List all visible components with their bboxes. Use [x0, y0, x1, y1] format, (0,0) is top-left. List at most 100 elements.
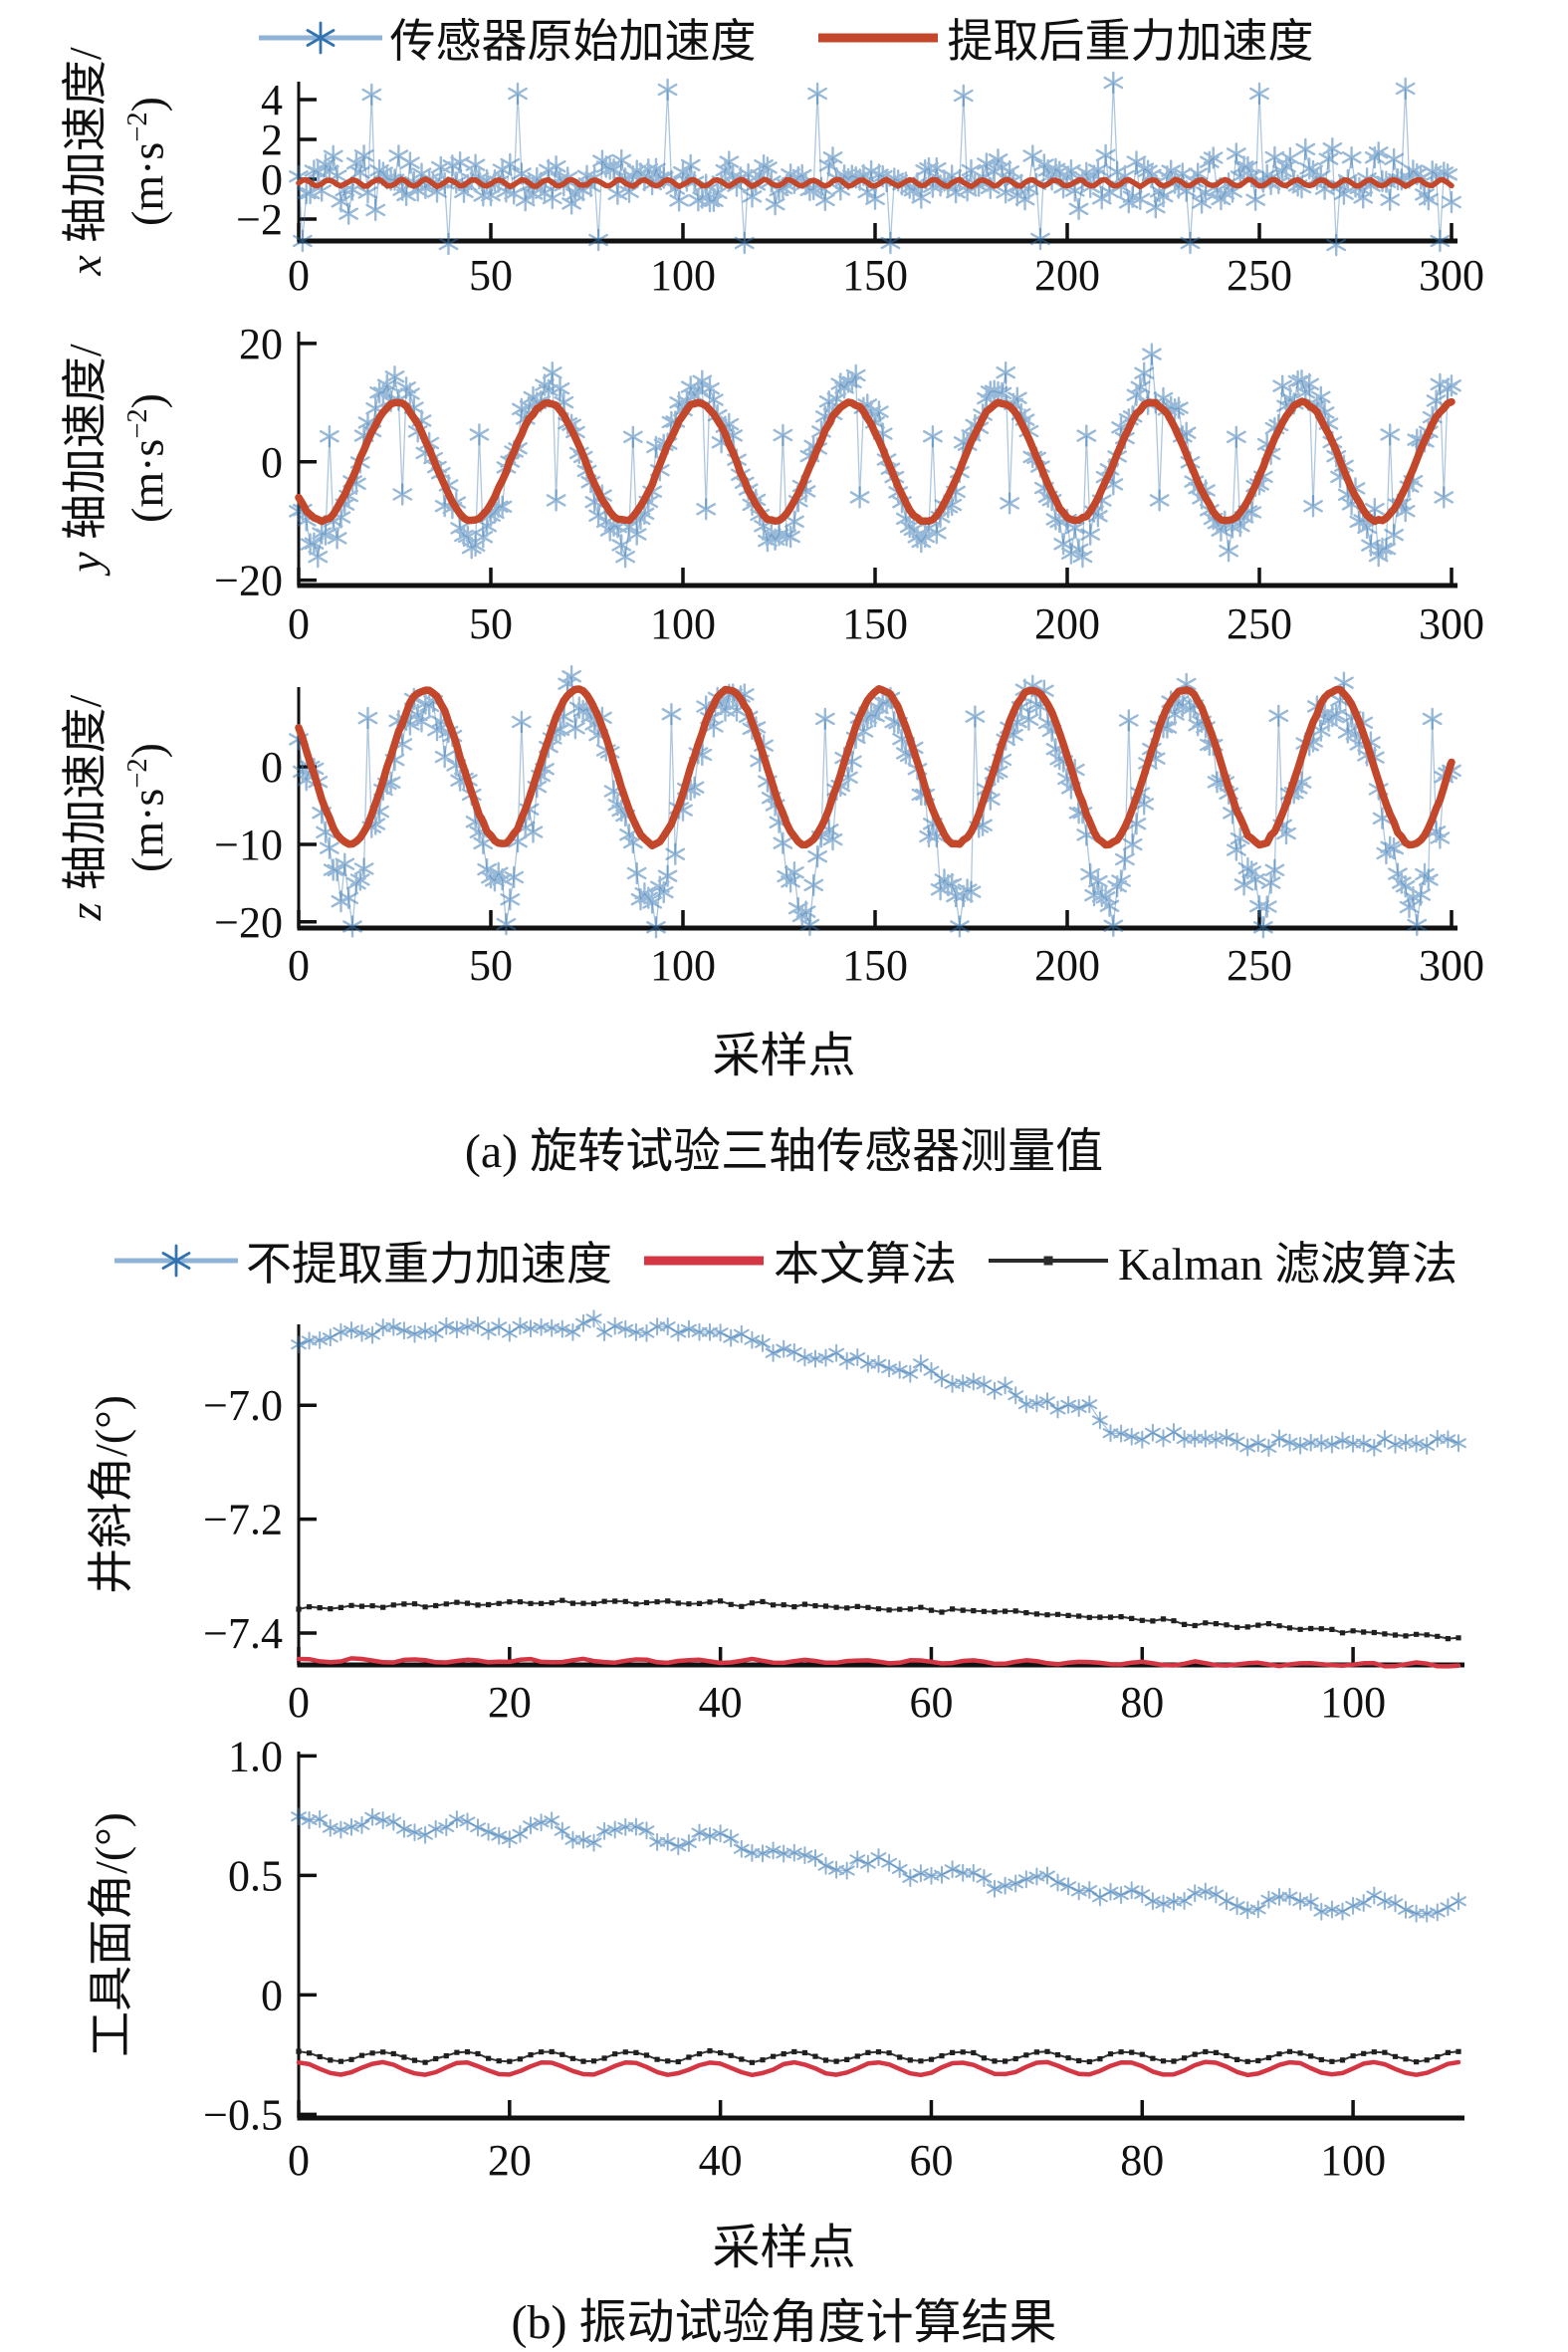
- x-tick-label: 200: [1034, 599, 1100, 648]
- x-tick-label: 0: [288, 599, 310, 648]
- x-tick-label: 300: [1419, 599, 1484, 648]
- caption-b: (b) 振动试验角度计算结果: [511, 2296, 1057, 2349]
- legend-a: 传感器原始加速度 提取后重力加速度: [0, 8, 1568, 68]
- series-dot-markers-1: [296, 1597, 1461, 1642]
- legend-b-item-raw: 不提取重力加速度: [111, 1228, 612, 1294]
- inclination-ylabel: 井斜角/(°): [86, 1395, 136, 1594]
- series-asterisk-markers-0: [291, 1309, 1466, 1457]
- series-asterisk-markers-0: [289, 343, 1461, 569]
- x-tick-label: 100: [650, 251, 716, 300]
- x-tick-label: 300: [1419, 251, 1484, 300]
- legend-b-raw-label: 不提取重力加速度: [245, 1239, 612, 1290]
- asterisk-line-icon: [113, 1244, 238, 1278]
- dot-line-icon: [988, 1256, 1108, 1266]
- x-tick-label: 150: [842, 251, 908, 300]
- x-tick-label: 200: [1034, 251, 1100, 300]
- y-tick-label: −20: [214, 557, 283, 605]
- line-icon: [643, 1256, 764, 1266]
- y-tick-label: −7.4: [203, 1609, 283, 1658]
- y-tick-label: −7.2: [203, 1496, 283, 1544]
- y-tick-label: 0.5: [228, 1851, 283, 1900]
- y-tick-label: 0: [261, 743, 283, 792]
- x-tick-label: 60: [909, 1678, 953, 1727]
- x-tick-label: 40: [699, 1678, 743, 1727]
- y-tick-label: 1.0: [228, 1738, 283, 1780]
- y-accel-ylabel: y轴加速度/: [60, 344, 111, 573]
- series-line-1: [295, 397, 1456, 526]
- chart-toolface-angle: 0 20 40 60 80 100 1.0 0.5 0 −0.5: [0, 1732, 1568, 2216]
- x-tick-label: 0: [288, 251, 310, 300]
- z-accel-ylabel-unit: (m·s−2): [121, 743, 173, 872]
- y-tick-label: 0: [261, 155, 283, 204]
- series-line-1: [295, 685, 1456, 849]
- legend-b-item-proposed: 本文算法: [638, 1228, 957, 1294]
- toolface-ylabel: 工具面角/(°): [86, 1812, 136, 2057]
- x-tick-label: 150: [842, 599, 908, 648]
- x-tick-label: 100: [1320, 2136, 1386, 2185]
- y-tick-label: 20: [239, 320, 283, 368]
- series-asterisk-markers-0: [291, 1807, 1466, 1923]
- series-line-0: [298, 1317, 1459, 1449]
- x-tick-label: 250: [1227, 941, 1292, 990]
- x-tick-label: 50: [469, 599, 513, 648]
- y-tick-label: −10: [214, 821, 283, 869]
- chart-inclination-angle: 0 20 40 60 80 100 −7.0 −7.2 −7.4: [0, 1294, 1568, 1738]
- x-tick-label: 100: [1320, 1678, 1386, 1727]
- xlabel-a: 采样点: [712, 1030, 856, 1082]
- legend-b: 不提取重力加速度 本文算法 Kalman 滤波算法: [0, 1231, 1568, 1291]
- legend-a-item-gravity: 提取后重力加速度: [812, 5, 1314, 71]
- chart-y-axis-acceleration: 0 50 100 150 200 250 300 20 0 −20: [0, 314, 1568, 652]
- x-tick-label: 20: [488, 2136, 532, 2185]
- legend-a-gravity-label: 提取后重力加速度: [947, 16, 1314, 67]
- z-axis-acceleration-plot: 0 50 100 150 200 250 300 0 −10 −20: [214, 665, 1484, 990]
- legend-b-item-kalman: Kalman 滤波算法: [983, 1228, 1457, 1294]
- legend-a-raw-label: 传感器原始加速度: [389, 16, 757, 67]
- y-tick-label: 0: [261, 1971, 283, 2019]
- legend-a-item-raw: 传感器原始加速度: [255, 5, 757, 71]
- y-tick-label: 4: [261, 76, 283, 124]
- y-tick-label: 2: [261, 116, 283, 164]
- y-tick-label: −0.5: [203, 2090, 283, 2139]
- y-tick-label: 0: [261, 438, 283, 487]
- x-tick-label: 80: [1120, 1678, 1164, 1727]
- x-accel-ylabel: x轴加速度/: [60, 47, 111, 276]
- x-tick-label: 80: [1120, 2136, 1164, 2185]
- x-tick-label: 50: [469, 251, 513, 300]
- inclination-angle-plot: 0 20 40 60 80 100 −7.0 −7.2 −7.4: [203, 1309, 1466, 1727]
- y-tick-label: −20: [214, 898, 283, 947]
- x-accel-ylabel-unit: (m·s−2): [121, 97, 173, 226]
- x-tick-label: 100: [650, 599, 716, 648]
- x-tick-label: 250: [1227, 599, 1292, 648]
- chart-x-axis-acceleration: 0 50 100 150 200 250 300 4 2 0 −2: [0, 70, 1568, 309]
- x-tick-label: 0: [288, 2136, 310, 2185]
- legend-b-proposed-label: 本文算法: [773, 1239, 957, 1290]
- y-accel-ylabel-unit: (m·s−2): [121, 393, 173, 523]
- asterisk-line-icon: [258, 21, 382, 55]
- x-tick-label: 20: [488, 1678, 532, 1727]
- series-line-2: [296, 1656, 1461, 1669]
- x-tick-label: 0: [288, 941, 310, 990]
- series-line-1: [298, 1599, 1459, 1640]
- series-line-1: [296, 176, 1455, 190]
- caption-a: (a) 旋转试验三轴传感器测量值: [464, 1125, 1104, 1178]
- x-tick-label: 50: [469, 941, 513, 990]
- line-icon: [817, 33, 938, 43]
- x-tick-label: 60: [909, 2136, 953, 2185]
- z-accel-ylabel: z轴加速度/: [60, 694, 111, 921]
- x-tick-label: 200: [1034, 941, 1100, 990]
- x-tick-label: 250: [1227, 251, 1292, 300]
- x-tick-label: 150: [842, 941, 908, 990]
- legend-b-kalman-label: Kalman 滤波算法: [1117, 1239, 1458, 1290]
- y-tick-label: −2: [236, 195, 283, 244]
- x-tick-label: 0: [288, 1678, 310, 1727]
- y-tick-label: −7.0: [203, 1381, 283, 1430]
- x-tick-label: 300: [1419, 941, 1484, 990]
- x-tick-label: 40: [699, 2136, 743, 2185]
- chart-z-axis-acceleration: 0 50 100 150 200 250 300 0 −10 −20: [0, 657, 1568, 1001]
- series-line-2: [296, 2059, 1461, 2078]
- x-tick-label: 100: [650, 941, 716, 990]
